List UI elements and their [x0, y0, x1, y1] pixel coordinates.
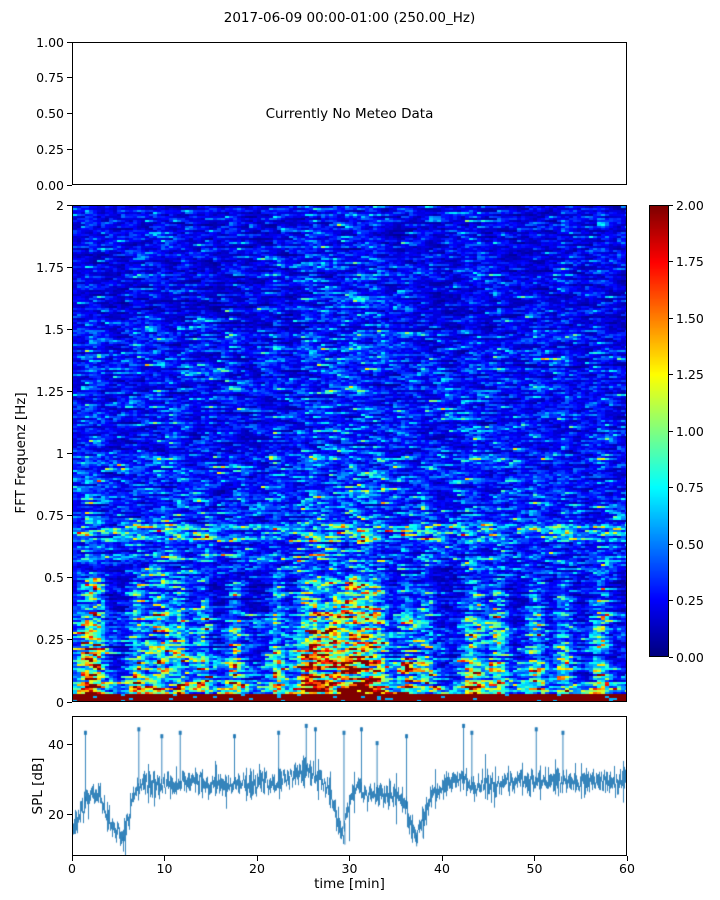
colorbar-tick-mark — [669, 317, 673, 319]
colorbar-tick-mark — [669, 374, 673, 375]
x-tick-mark — [441, 856, 443, 861]
y-tick-label: 0.00 — [36, 177, 64, 193]
x-tick-mark — [164, 856, 165, 861]
colorbar-tick-label: 0.50 — [676, 536, 704, 552]
colorbar-tick-mark — [669, 656, 673, 658]
colorbar-tick-label: 0.75 — [676, 480, 704, 495]
colorbar-tick-label: 1.50 — [676, 310, 704, 326]
spl-ylabel: SPL [dB] — [30, 757, 46, 815]
colorbar-tick-mark — [669, 600, 673, 601]
x-tick-mark — [626, 856, 628, 861]
colorbar-tick-label: 2.00 — [676, 197, 704, 213]
x-tick-mark — [71, 856, 73, 861]
y-tick-label: 0 — [56, 694, 64, 710]
colorbar-tick-mark — [669, 543, 673, 545]
x-tick-label: 10 — [156, 861, 173, 876]
x-axis-label: time [min] — [314, 876, 385, 892]
x-tick-label: 30 — [341, 861, 358, 876]
x-tick-mark — [534, 856, 535, 861]
y-tick-label: 1.25 — [36, 383, 64, 399]
colorbar-tick-mark — [669, 430, 673, 432]
y-tick-label: 0.50 — [36, 106, 64, 121]
colorbar-tick-label: 0.25 — [676, 593, 704, 608]
y-tick-label: 1.00 — [36, 34, 64, 50]
spectrogram-image — [73, 206, 626, 701]
colorbar-tick-label: 1.75 — [676, 254, 704, 269]
y-tick-label: 0.25 — [36, 141, 64, 157]
figure-title: 2017-06-09 00:00-01:00 (250.00_Hz) — [223, 10, 476, 26]
x-tick-label: 20 — [249, 861, 265, 876]
y-tick-label: 0.75 — [36, 508, 64, 524]
colorbar-tick-label: 1.00 — [676, 423, 704, 439]
y-tick-label: 1.75 — [36, 259, 64, 275]
colorbar-gradient — [650, 206, 668, 656]
spectrogram-panel — [72, 205, 627, 702]
x-tick-label: 50 — [526, 861, 543, 876]
x-tick-label: 0 — [68, 861, 76, 876]
no-meteo-message: Currently No Meteo Data — [265, 105, 434, 122]
x-tick-mark — [256, 856, 258, 861]
colorbar-tick-label: 0.00 — [676, 649, 704, 665]
x-tick-mark — [349, 856, 350, 861]
y-tick-label: 1.5 — [44, 321, 64, 337]
y-tick-label: 2 — [56, 197, 64, 213]
spectrogram-ylabel: FFT Frequenz [Hz] — [13, 392, 29, 514]
y-tick-label: 1 — [56, 446, 64, 461]
y-tick-label: 40 — [48, 736, 64, 752]
colorbar-tick-mark — [669, 204, 673, 206]
spl-panel — [72, 716, 627, 856]
y-tick-label: 0.5 — [44, 570, 64, 586]
colorbar-tick-mark — [669, 487, 673, 488]
spl-line-plot — [73, 717, 626, 855]
colorbar — [649, 205, 669, 657]
x-tick-label: 60 — [619, 861, 635, 876]
colorbar-tick-label: 1.25 — [676, 367, 704, 382]
y-tick-label: 20 — [48, 806, 64, 822]
x-tick-label: 40 — [434, 861, 450, 876]
meteo-panel: Currently No Meteo Data — [72, 42, 627, 185]
colorbar-tick-mark — [669, 261, 673, 262]
y-tick-label: 0.25 — [36, 632, 64, 648]
y-tick-label: 0.75 — [36, 70, 64, 86]
